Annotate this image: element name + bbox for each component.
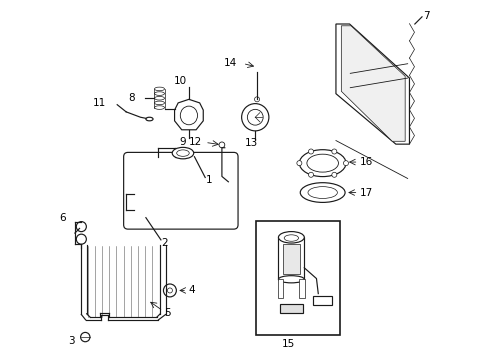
Polygon shape (174, 99, 203, 130)
Ellipse shape (306, 154, 338, 172)
Text: 9: 9 (179, 138, 185, 147)
Ellipse shape (180, 106, 197, 125)
Ellipse shape (154, 96, 164, 100)
Text: 10: 10 (173, 76, 186, 86)
Text: 15: 15 (281, 339, 294, 349)
Ellipse shape (299, 150, 346, 177)
Bar (255, 221, 340, 335)
Ellipse shape (307, 186, 337, 198)
Text: 17: 17 (359, 188, 372, 198)
Ellipse shape (154, 92, 164, 95)
Bar (312, 297, 331, 305)
Circle shape (296, 161, 301, 166)
Text: 11: 11 (93, 98, 106, 108)
Polygon shape (335, 24, 408, 144)
Circle shape (163, 284, 176, 297)
Circle shape (308, 149, 313, 154)
Circle shape (331, 172, 336, 177)
Circle shape (76, 222, 86, 231)
Text: 3: 3 (68, 336, 75, 346)
Ellipse shape (278, 231, 304, 243)
Bar (277, 279, 283, 298)
Ellipse shape (154, 87, 164, 91)
Text: 8: 8 (128, 93, 135, 103)
Text: 2: 2 (162, 238, 168, 248)
Polygon shape (341, 26, 405, 141)
Circle shape (247, 109, 263, 125)
Text: 13: 13 (244, 138, 258, 148)
Circle shape (76, 234, 86, 244)
Text: 4: 4 (188, 285, 195, 296)
Text: 5: 5 (164, 309, 170, 318)
Circle shape (308, 172, 313, 177)
Circle shape (167, 288, 172, 293)
Circle shape (81, 332, 90, 342)
Ellipse shape (300, 183, 345, 202)
Ellipse shape (154, 101, 164, 105)
Ellipse shape (278, 276, 304, 283)
Text: 1: 1 (205, 175, 212, 185)
Bar (278, 237, 304, 279)
Ellipse shape (154, 106, 164, 109)
Text: 7: 7 (422, 11, 429, 21)
Circle shape (254, 97, 259, 102)
FancyBboxPatch shape (123, 152, 238, 229)
Ellipse shape (145, 117, 153, 121)
Ellipse shape (284, 235, 298, 241)
Text: 12: 12 (189, 138, 202, 147)
Text: 6: 6 (60, 213, 66, 222)
Text: 16: 16 (359, 157, 372, 167)
Circle shape (241, 104, 268, 131)
Bar (279, 304, 303, 312)
Bar (299, 279, 305, 298)
Ellipse shape (172, 147, 193, 159)
Bar (282, 244, 299, 274)
Circle shape (343, 161, 348, 166)
Ellipse shape (176, 150, 189, 156)
Circle shape (331, 149, 336, 154)
Circle shape (219, 142, 224, 148)
Text: 14: 14 (224, 58, 237, 68)
